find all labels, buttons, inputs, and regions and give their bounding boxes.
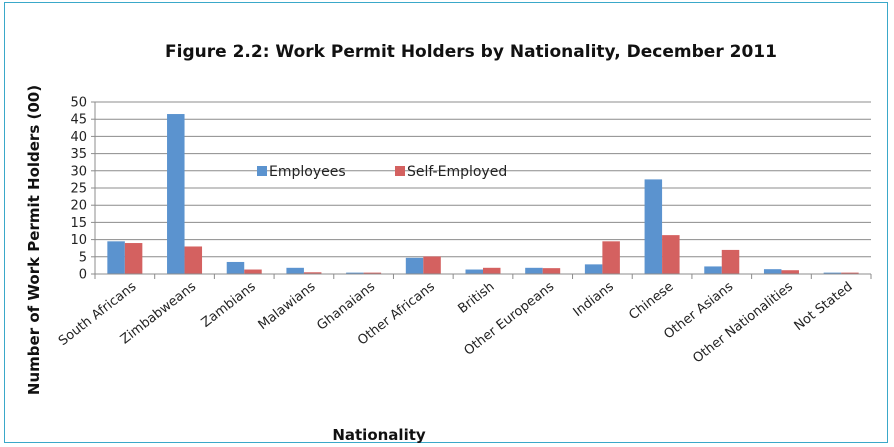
bar-self-employed: Malawians — Self-Employed: 0.5 [303, 272, 322, 274]
bar-self-employed: Zimbabweans — Self-Employed: 8 [184, 246, 203, 274]
bar-self-employed: Other Nationalities — Self-Employed: 1.1 [781, 270, 799, 274]
bar-employees: Not Stated — Employees: 0.4 [823, 272, 842, 274]
y-tick-label: 5 [79, 250, 87, 265]
y-tick-label: 25 [70, 182, 87, 197]
bar-self-employed: South Africans — Self-Employed: 9 [124, 243, 143, 274]
bar-self-employed: Other Africans — Self-Employed: 5.1 [423, 256, 441, 274]
bar-employees: Other Africans — Employees: 4.7 [405, 257, 424, 274]
legend-label: Self-Employed [407, 164, 507, 180]
bar-employees: Chinese — Employees: 27.5 [644, 179, 663, 274]
y-tick-label: 10 [70, 233, 87, 248]
bar-employees: Zimbabweans — Employees: 46.5 [167, 114, 185, 274]
bar-self-employed: Other Asians — Self-Employed: 7 [721, 249, 740, 274]
chart-title: Figure 2.2: Work Permit Holders by Natio… [165, 42, 777, 62]
category-label: Zambians [199, 279, 259, 331]
chart-frame: Figure 2.2: Work Permit Holders by Natio… [4, 2, 888, 444]
y-tick-label: 40 [70, 130, 87, 145]
legend-swatch [257, 166, 267, 176]
bar-self-employed: Other Europeans — Self-Employed: 1.7 [542, 268, 561, 274]
axes [94, 102, 872, 279]
bar-employees: Other Europeans — Employees: 1.8 [525, 267, 543, 274]
y-tick-label: 0 [79, 268, 87, 283]
y-tick-label: 15 [70, 216, 87, 231]
category-label: Indians [571, 279, 617, 320]
bar-employees: Other Asians — Employees: 2.2 [704, 266, 722, 274]
bar-employees: Malawians — Employees: 1.8 [286, 267, 304, 274]
category-label: British [455, 279, 497, 316]
bar-self-employed: Indians — Self-Employed: 9.5 [602, 241, 620, 274]
chart: Figure 2.2: Work Permit Holders by Natio… [25, 42, 872, 444]
bar-self-employed: Ghanaians — Self-Employed: 0.4 [363, 272, 382, 274]
y-tick-labels: 0 5 10 15 20 25 30 35 40 45 50 [70, 96, 87, 283]
bar-self-employed: British — Self-Employed: 1.8 [483, 267, 501, 274]
bar-self-employed: Chinese — Self-Employed: 11.3 [662, 235, 680, 274]
x-axis-title: Nationality [332, 426, 426, 444]
y-tick-label: 30 [70, 164, 87, 179]
y-tick-label: 45 [70, 113, 87, 128]
bars: South Africans — Employees: 9.5 Zimbabwea… [107, 114, 859, 274]
category-label: Chinese [626, 279, 676, 323]
category-label: Other Nationalities [690, 279, 796, 366]
legend-swatch [395, 166, 405, 176]
y-tick-label: 35 [70, 147, 87, 162]
bar-employees: Zambians — Employees: 3.5 [226, 261, 245, 274]
y-tick-label: 50 [70, 96, 87, 111]
category-label: Not Stated [792, 279, 856, 334]
bar-self-employed: Not Stated — Self-Employed: 0.4 [841, 272, 859, 274]
bar-employees: British — Employees: 1.3 [465, 269, 483, 274]
bar-employees: Indians — Employees: 2.8 [584, 264, 603, 274]
bar-employees: Ghanaians — Employees: 0.4 [346, 272, 364, 274]
category-label: Malawians [256, 279, 319, 333]
gridlines [91, 101, 871, 275]
bar-employees: South Africans — Employees: 9.5 [107, 241, 125, 274]
bar-self-employed: Zambians — Self-Employed: 1.3 [244, 269, 262, 274]
legend-label: Employees [269, 164, 346, 180]
bar-employees: Other Nationalities — Employees: 1.4 [763, 269, 782, 274]
y-tick-label: 20 [70, 199, 87, 214]
legend: Employees Self-Employed [257, 164, 507, 180]
y-axis-title: Number of Work Permit Holders (00) [25, 85, 43, 395]
